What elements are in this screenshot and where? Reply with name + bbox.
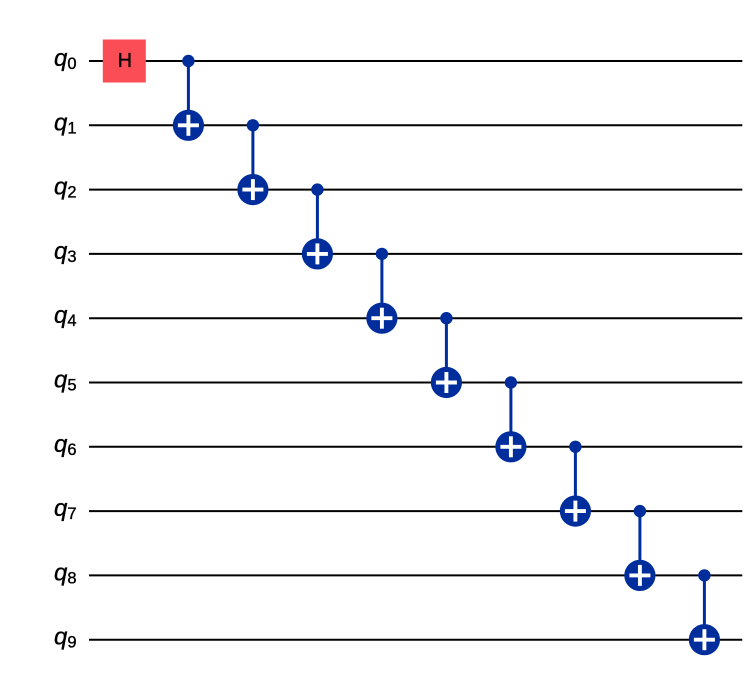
svg-text:H: H (118, 50, 132, 72)
